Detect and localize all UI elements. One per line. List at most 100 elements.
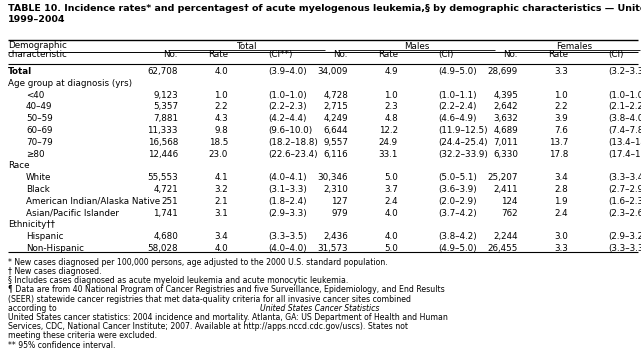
Text: (3.6–3.9): (3.6–3.9) bbox=[438, 185, 477, 194]
Text: 17.8: 17.8 bbox=[549, 150, 568, 158]
Text: 11,333: 11,333 bbox=[147, 126, 178, 135]
Text: 34,009: 34,009 bbox=[317, 67, 348, 76]
Text: 4,395: 4,395 bbox=[493, 90, 518, 100]
Text: (4.2–4.4): (4.2–4.4) bbox=[268, 114, 306, 123]
Text: 6,644: 6,644 bbox=[323, 126, 348, 135]
Text: Females: Females bbox=[556, 42, 592, 51]
Text: 3.9: 3.9 bbox=[554, 114, 568, 123]
Text: (4.9–5.0): (4.9–5.0) bbox=[438, 67, 477, 76]
Text: 16,568: 16,568 bbox=[147, 138, 178, 147]
Text: Ethnicity††: Ethnicity†† bbox=[8, 220, 55, 229]
Text: 6,330: 6,330 bbox=[493, 150, 518, 158]
Text: (17.4–18.2): (17.4–18.2) bbox=[608, 150, 641, 158]
Text: No.: No. bbox=[333, 50, 348, 60]
Text: White: White bbox=[26, 173, 51, 182]
Text: (CI): (CI) bbox=[438, 50, 453, 60]
Text: (CI**): (CI**) bbox=[268, 50, 292, 60]
Text: 2.2: 2.2 bbox=[554, 102, 568, 111]
Text: 1.0: 1.0 bbox=[384, 90, 398, 100]
Text: 3,632: 3,632 bbox=[493, 114, 518, 123]
Text: Rate: Rate bbox=[378, 50, 398, 60]
Text: 2.8: 2.8 bbox=[554, 185, 568, 194]
Text: § Includes cases diagnosed as acute myeloid leukemia and acute monocytic leukemi: § Includes cases diagnosed as acute myel… bbox=[8, 276, 348, 285]
Text: United States cancer statistics: 2004 incidence and mortality. Atlanta, GA: US D: United States cancer statistics: 2004 in… bbox=[8, 313, 448, 322]
Text: 2,715: 2,715 bbox=[323, 102, 348, 111]
Text: 979: 979 bbox=[331, 208, 348, 218]
Text: 3.7: 3.7 bbox=[384, 185, 398, 194]
Text: 50–59: 50–59 bbox=[26, 114, 53, 123]
Text: 2,310: 2,310 bbox=[323, 185, 348, 194]
Text: 9,557: 9,557 bbox=[323, 138, 348, 147]
Text: 7,011: 7,011 bbox=[493, 138, 518, 147]
Text: (3.8–4.0): (3.8–4.0) bbox=[608, 114, 641, 123]
Text: 4.0: 4.0 bbox=[384, 208, 398, 218]
Text: ≥80: ≥80 bbox=[26, 150, 45, 158]
Text: 3.2: 3.2 bbox=[214, 185, 228, 194]
Text: (CI): (CI) bbox=[608, 50, 624, 60]
Text: 62,708: 62,708 bbox=[147, 67, 178, 76]
Text: Services, CDC, National Cancer Institute; 2007. Available at http://apps.nccd.cd: Services, CDC, National Cancer Institute… bbox=[8, 322, 408, 331]
Text: <40: <40 bbox=[26, 90, 44, 100]
Text: 24.9: 24.9 bbox=[379, 138, 398, 147]
Text: (1.0–1.0): (1.0–1.0) bbox=[268, 90, 307, 100]
Text: (3.3–3.4): (3.3–3.4) bbox=[608, 173, 641, 182]
Text: (4.9–5.0): (4.9–5.0) bbox=[438, 244, 477, 253]
Text: Total: Total bbox=[8, 67, 32, 76]
Text: 2.3: 2.3 bbox=[384, 102, 398, 111]
Text: 18.5: 18.5 bbox=[208, 138, 228, 147]
Text: characteristic: characteristic bbox=[8, 49, 68, 58]
Text: † New cases diagnosed.: † New cases diagnosed. bbox=[8, 267, 102, 276]
Text: (13.4–14.0): (13.4–14.0) bbox=[608, 138, 641, 147]
Text: (2.1–2.2): (2.1–2.2) bbox=[608, 102, 641, 111]
Text: 127: 127 bbox=[331, 197, 348, 206]
Text: 2.4: 2.4 bbox=[554, 208, 568, 218]
Text: Black: Black bbox=[26, 185, 50, 194]
Text: * New cases diagnosed per 100,000 persons, age adjusted to the 2000 U.S. standar: * New cases diagnosed per 100,000 person… bbox=[8, 258, 388, 267]
Text: (3.1–3.3): (3.1–3.3) bbox=[268, 185, 307, 194]
Text: 4.8: 4.8 bbox=[384, 114, 398, 123]
Text: 2.1: 2.1 bbox=[214, 197, 228, 206]
Text: 7.6: 7.6 bbox=[554, 126, 568, 135]
Text: 1,741: 1,741 bbox=[153, 208, 178, 218]
Text: 9,123: 9,123 bbox=[153, 90, 178, 100]
Text: (32.2–33.9): (32.2–33.9) bbox=[438, 150, 488, 158]
Text: TABLE 10. Incidence rates* and percentages† of acute myelogenous leukemia,§ by d: TABLE 10. Incidence rates* and percentag… bbox=[8, 4, 641, 13]
Text: (22.6–23.4): (22.6–23.4) bbox=[268, 150, 318, 158]
Text: (1.6–2.3): (1.6–2.3) bbox=[608, 197, 641, 206]
Text: 58,028: 58,028 bbox=[147, 244, 178, 253]
Text: Asian/Pacific Islander: Asian/Pacific Islander bbox=[26, 208, 119, 218]
Text: (2.2–2.4): (2.2–2.4) bbox=[438, 102, 476, 111]
Text: 4.1: 4.1 bbox=[214, 173, 228, 182]
Text: American Indian/Alaska Native: American Indian/Alaska Native bbox=[26, 197, 160, 206]
Text: 4,689: 4,689 bbox=[494, 126, 518, 135]
Text: (3.9–4.0): (3.9–4.0) bbox=[268, 67, 307, 76]
Text: 25,207: 25,207 bbox=[488, 173, 518, 182]
Text: (SEER) statewide cancer registries that met data-quality criteria for all invasi: (SEER) statewide cancer registries that … bbox=[8, 295, 411, 304]
Text: 28,699: 28,699 bbox=[488, 67, 518, 76]
Text: 1.0: 1.0 bbox=[214, 90, 228, 100]
Text: 251: 251 bbox=[162, 197, 178, 206]
Text: 2,411: 2,411 bbox=[494, 185, 518, 194]
Text: (1.8–2.4): (1.8–2.4) bbox=[268, 197, 306, 206]
Text: 23.0: 23.0 bbox=[208, 150, 228, 158]
Text: 1.0: 1.0 bbox=[554, 90, 568, 100]
Text: 40–49: 40–49 bbox=[26, 102, 53, 111]
Text: (4.0–4.0): (4.0–4.0) bbox=[268, 244, 307, 253]
Text: 1999–2004: 1999–2004 bbox=[8, 16, 65, 24]
Text: 26,455: 26,455 bbox=[488, 244, 518, 253]
Text: 3.4: 3.4 bbox=[554, 173, 568, 182]
Text: (3.2–3.3): (3.2–3.3) bbox=[608, 67, 641, 76]
Text: 4,728: 4,728 bbox=[323, 90, 348, 100]
Text: Race: Race bbox=[8, 161, 29, 170]
Text: Total: Total bbox=[237, 42, 257, 51]
Text: 4,721: 4,721 bbox=[153, 185, 178, 194]
Text: Rate: Rate bbox=[208, 50, 228, 60]
Text: 2.2: 2.2 bbox=[214, 102, 228, 111]
Text: 7,881: 7,881 bbox=[153, 114, 178, 123]
Text: 4.3: 4.3 bbox=[214, 114, 228, 123]
Text: (3.8–4.2): (3.8–4.2) bbox=[438, 232, 477, 241]
Text: No.: No. bbox=[504, 50, 518, 60]
Text: 2,642: 2,642 bbox=[494, 102, 518, 111]
Text: (4.0–4.1): (4.0–4.1) bbox=[268, 173, 306, 182]
Text: 30,346: 30,346 bbox=[317, 173, 348, 182]
